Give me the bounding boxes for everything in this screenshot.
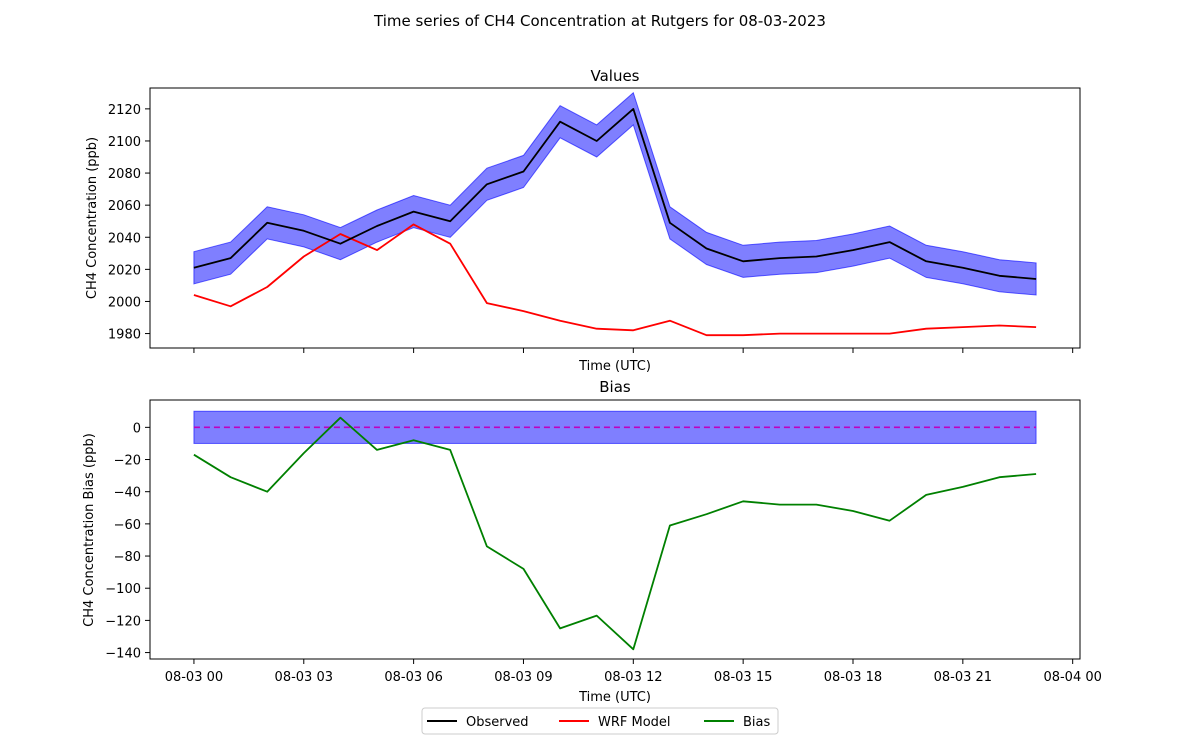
x-tick-label: 08-03 06 bbox=[384, 670, 442, 685]
legend-observed-label: Observed bbox=[466, 715, 529, 730]
wrf-model-line bbox=[193, 223, 1037, 337]
legend: Observed WRF Model Bias bbox=[421, 707, 779, 735]
y-tick-label: 2100 bbox=[108, 135, 141, 150]
y-tick-label: 2060 bbox=[108, 199, 141, 214]
values-x-label: Time (UTC) bbox=[578, 359, 651, 374]
bias-series-lines bbox=[193, 416, 1037, 651]
y-tick-label: 2020 bbox=[108, 263, 141, 278]
y-tick-label: 2040 bbox=[108, 231, 141, 246]
x-tick-label: 08-03 21 bbox=[934, 670, 992, 685]
y-tick-label: −60 bbox=[114, 518, 141, 533]
legend-bias-label: Bias bbox=[743, 715, 770, 730]
values-title: Values bbox=[590, 67, 639, 85]
y-tick-label: −120 bbox=[105, 614, 141, 629]
bias-title: Bias bbox=[599, 378, 631, 396]
y-tick-label: −20 bbox=[114, 454, 141, 469]
values-y-label: CH4 Concentration (ppb) bbox=[85, 137, 100, 299]
bias-panel: Bias 08-03 00 08-03 03 08-03 06 08-03 09 08-… bbox=[82, 378, 1102, 705]
bias-line bbox=[193, 416, 1037, 651]
values-plot-frame bbox=[149, 87, 1081, 349]
observed-line bbox=[193, 108, 1037, 280]
legend-model-label: WRF Model bbox=[598, 715, 671, 730]
values-panel: Values 19802000202020402060208021002120 … bbox=[85, 67, 1081, 374]
x-tick-label: 08-03 12 bbox=[604, 670, 662, 685]
y-tick-label: −40 bbox=[114, 486, 141, 501]
y-tick-label: 0 bbox=[133, 421, 141, 436]
bias-y-ticks: 0 −20 −40 −60 −80 −100 −120 −140 bbox=[105, 421, 150, 662]
values-series-lines bbox=[193, 108, 1037, 337]
legend-frame bbox=[421, 707, 779, 735]
figure-title: Time series of CH4 Concentration at Rutg… bbox=[373, 12, 826, 30]
bias-y-label: CH4 Concentration Bias (ppb) bbox=[82, 433, 97, 627]
bias-plot-frame bbox=[149, 399, 1081, 660]
x-tick-label: 08-03 00 bbox=[165, 670, 223, 685]
y-tick-label: 1980 bbox=[108, 328, 141, 343]
y-tick-label: −140 bbox=[105, 647, 141, 662]
y-tick-label: 2120 bbox=[108, 103, 141, 118]
y-tick-label: 2080 bbox=[108, 167, 141, 182]
x-tick-label: 08-03 15 bbox=[714, 670, 772, 685]
observed-band-area bbox=[193, 91, 1037, 296]
x-tick-label: 08-03 03 bbox=[275, 670, 333, 685]
y-tick-label: 2000 bbox=[108, 295, 141, 310]
observed-uncertainty-band bbox=[193, 91, 1037, 296]
x-tick-label: 08-04 00 bbox=[1043, 670, 1101, 685]
bias-x-label: Time (UTC) bbox=[578, 690, 651, 705]
values-y-ticks: 1980 2000 2020 2040 2060 2080 2100 2120 bbox=[108, 103, 150, 343]
x-tick-label: 08-03 09 bbox=[494, 670, 552, 685]
bias-x-ticks: 08-03 00 08-03 03 08-03 06 08-03 09 08-03 12… bbox=[165, 659, 1102, 685]
x-tick-label: 08-03 18 bbox=[824, 670, 882, 685]
y-tick-label: −80 bbox=[114, 550, 141, 565]
y-tick-label: −100 bbox=[105, 582, 141, 597]
values-x-ticks bbox=[193, 348, 1074, 353]
